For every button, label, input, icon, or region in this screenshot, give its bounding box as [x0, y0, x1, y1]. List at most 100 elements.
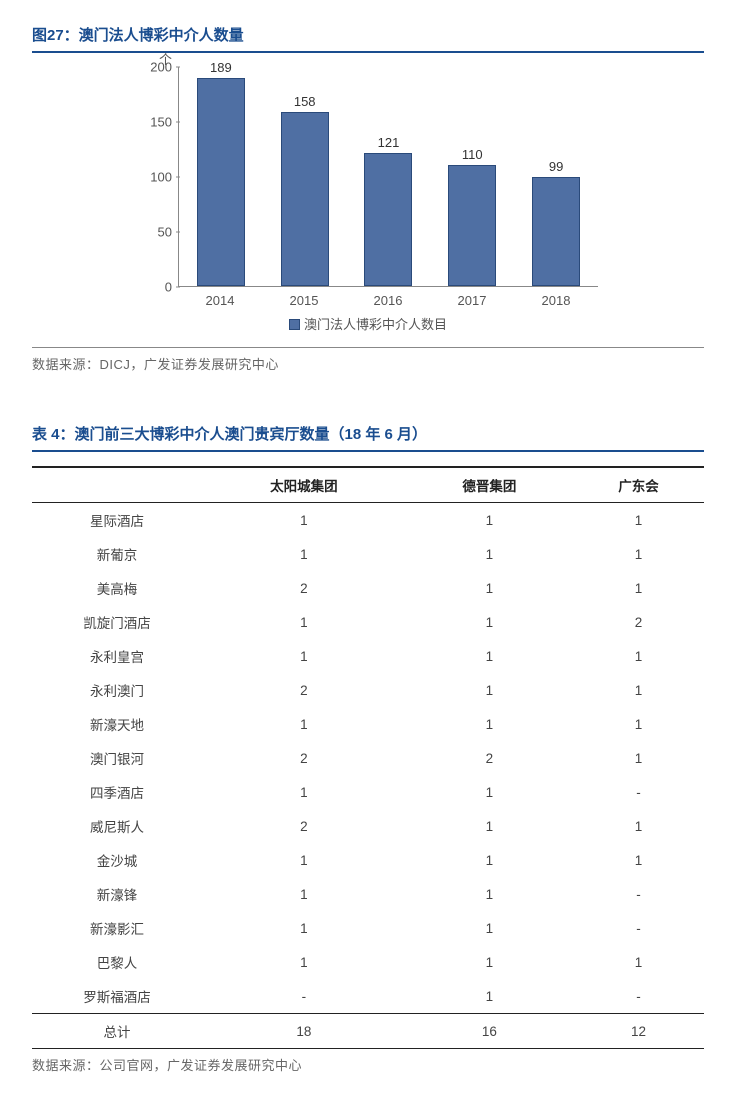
cell: 1: [202, 775, 406, 809]
cell: 1: [202, 877, 406, 911]
row-label: 四季酒店: [32, 775, 202, 809]
bar-slot: 158: [263, 94, 347, 286]
table-row: 四季酒店11-: [32, 775, 704, 809]
cell: 1: [202, 639, 406, 673]
cell: 1: [406, 843, 573, 877]
y-tick-label: 150: [150, 115, 172, 130]
cell: 2: [202, 741, 406, 775]
table-row: 凯旋门酒店112: [32, 605, 704, 639]
cell: 1: [406, 979, 573, 1014]
cell: 1: [573, 503, 704, 538]
cell: 1: [202, 911, 406, 945]
row-label: 美高梅: [32, 571, 202, 605]
cell: 1: [406, 605, 573, 639]
table-row: 新濠锋11-: [32, 877, 704, 911]
table-row: 威尼斯人211: [32, 809, 704, 843]
legend: 澳门法人博彩中介人数目: [128, 314, 608, 333]
table-row: 罗斯福酒店-1-: [32, 979, 704, 1014]
cell: 1: [573, 945, 704, 979]
cell: 1: [406, 537, 573, 571]
cell: 1: [406, 639, 573, 673]
bar-chart: 个 050100150200 18915812111099 2014201520…: [128, 67, 608, 333]
row-label: 澳门银河: [32, 741, 202, 775]
cell: 1: [202, 605, 406, 639]
x-tick-label: 2016: [346, 293, 430, 308]
table-row: 新濠天地111: [32, 707, 704, 741]
y-tick-label: 0: [165, 280, 172, 295]
cell: -: [573, 877, 704, 911]
table-row: 新濠影汇11-: [32, 911, 704, 945]
row-label: 永利澳门: [32, 673, 202, 707]
column-header: 广东会: [573, 467, 704, 503]
bar-rect: [532, 177, 580, 286]
bar-value-label: 110: [462, 147, 483, 162]
y-tick-label: 100: [150, 170, 172, 185]
cell: 1: [406, 707, 573, 741]
y-tick-label: 200: [150, 60, 172, 75]
row-label: 星际酒店: [32, 503, 202, 538]
table-row: 永利皇宫111: [32, 639, 704, 673]
bar-rect: [364, 153, 412, 286]
cell: 2: [406, 741, 573, 775]
cell: 1: [406, 571, 573, 605]
row-label: 凯旋门酒店: [32, 605, 202, 639]
row-label: 巴黎人: [32, 945, 202, 979]
cell: -: [573, 911, 704, 945]
bar-slot: 110: [430, 147, 514, 286]
cell: 1: [202, 843, 406, 877]
x-tick-label: 2015: [262, 293, 346, 308]
cell: 1: [573, 707, 704, 741]
cell: 1: [573, 639, 704, 673]
cell: 1: [406, 945, 573, 979]
cell: 1: [406, 911, 573, 945]
bar-value-label: 121: [378, 135, 400, 150]
total-cell: 18: [202, 1014, 406, 1049]
column-header: 太阳城集团: [202, 467, 406, 503]
cell: 1: [406, 809, 573, 843]
cell: 1: [573, 809, 704, 843]
row-label: 威尼斯人: [32, 809, 202, 843]
cell: 1: [573, 843, 704, 877]
cell: 1: [406, 673, 573, 707]
bar-rect: [448, 165, 496, 286]
cell: 1: [406, 503, 573, 538]
cell: 1: [573, 571, 704, 605]
row-label: 新濠影汇: [32, 911, 202, 945]
cell: 1: [573, 673, 704, 707]
y-axis: 个 050100150200: [128, 67, 178, 287]
table-row: 永利澳门211: [32, 673, 704, 707]
row-label: 新濠锋: [32, 877, 202, 911]
table-header-row: 太阳城集团德晋集团广东会: [32, 467, 704, 503]
x-tick-label: 2018: [514, 293, 598, 308]
legend-swatch: [289, 319, 300, 330]
cell: -: [573, 979, 704, 1014]
total-label: 总计: [32, 1014, 202, 1049]
cell: 1: [573, 537, 704, 571]
table-total-row: 总计 181612: [32, 1014, 704, 1049]
cell: 1: [406, 877, 573, 911]
column-header: 德晋集团: [406, 467, 573, 503]
cell: -: [202, 979, 406, 1014]
cell: 2: [202, 673, 406, 707]
y-tick-label: 50: [158, 225, 172, 240]
cell: 1: [406, 775, 573, 809]
cell: -: [573, 775, 704, 809]
table-row: 巴黎人111: [32, 945, 704, 979]
figure-title: 图27：澳门法人博彩中介人数量: [32, 24, 704, 53]
total-cell: 16: [406, 1014, 573, 1049]
total-cell: 12: [573, 1014, 704, 1049]
bar-value-label: 189: [210, 60, 232, 75]
x-tick-label: 2017: [430, 293, 514, 308]
plot-area: 18915812111099: [178, 67, 598, 287]
bar-rect: [281, 112, 329, 286]
cell: 1: [202, 707, 406, 741]
vip-table: 太阳城集团德晋集团广东会 星际酒店111新葡京111美高梅211凯旋门酒店112…: [32, 466, 704, 1049]
bar-slot: 121: [347, 135, 431, 286]
row-label: 永利皇宫: [32, 639, 202, 673]
cell: 2: [202, 809, 406, 843]
row-label: 罗斯福酒店: [32, 979, 202, 1014]
table-title: 表 4：澳门前三大博彩中介人澳门贵宾厅数量（18 年 6 月）: [32, 423, 704, 452]
cell: 1: [202, 945, 406, 979]
table-row: 新葡京111: [32, 537, 704, 571]
cell: 1: [202, 537, 406, 571]
